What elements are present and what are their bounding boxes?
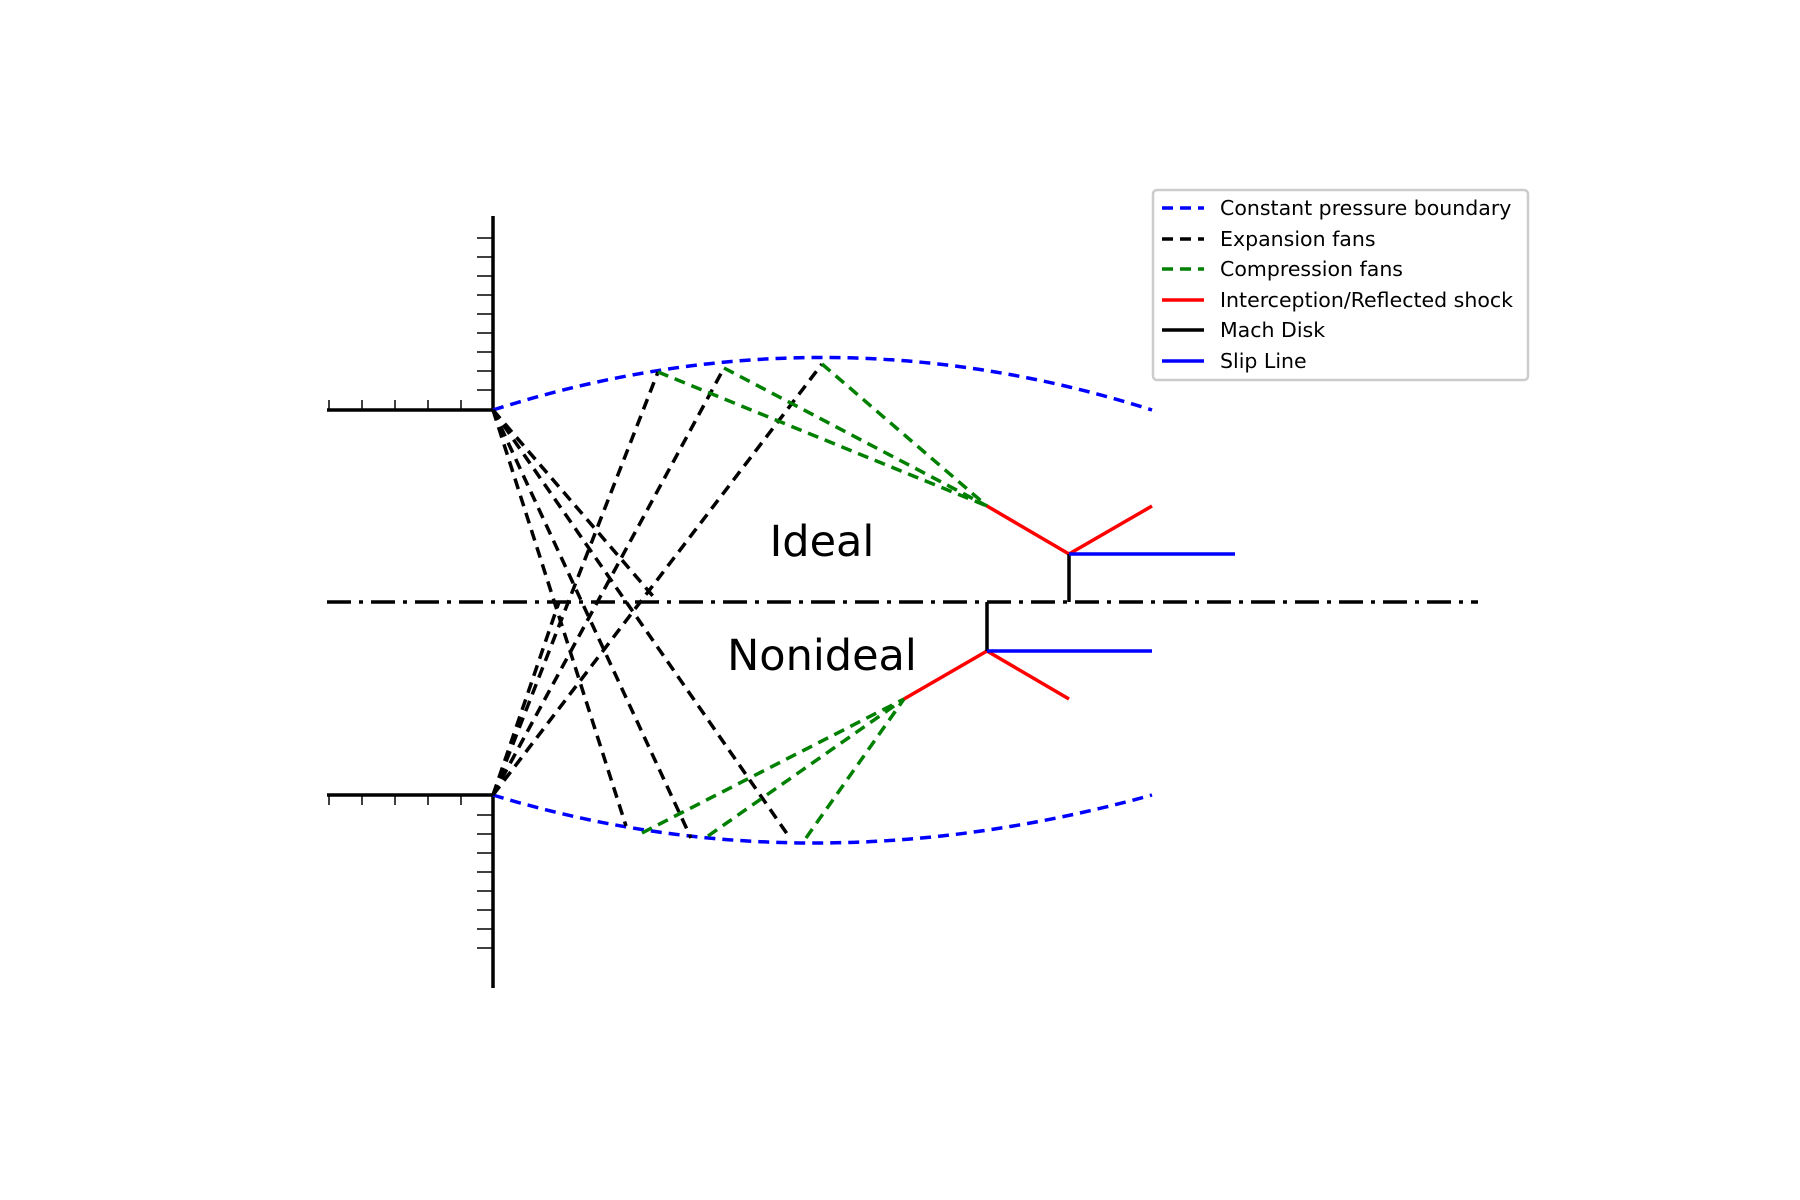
legend-label: Expansion fans <box>1220 227 1376 251</box>
compression-line <box>820 362 989 508</box>
legend: Constant pressure boundary Expansion fan… <box>1151 188 1530 382</box>
slip-lines <box>987 552 1235 653</box>
nozzle-lower <box>327 793 495 988</box>
compression-fans <box>641 362 989 840</box>
legend-label: Compression fans <box>1220 257 1403 281</box>
expansion-line <box>491 601 561 796</box>
legend-label: Slip Line <box>1220 349 1307 373</box>
mach-disks <box>985 554 1071 651</box>
reflected-shock-upper <box>1068 504 1153 556</box>
boundary-lower <box>492 793 1153 845</box>
expansion-line <box>491 371 660 796</box>
reflected-shock-lower <box>986 649 1070 701</box>
compression-line <box>641 697 905 835</box>
legend-entry: Mach Disk <box>1162 318 1325 342</box>
compression-line <box>706 697 906 838</box>
nozzle-upper <box>327 216 495 412</box>
compression-line <box>804 697 906 840</box>
expansion-line <box>491 409 628 827</box>
region-label-lower: Nonideal <box>727 631 917 681</box>
shocks <box>903 504 1153 701</box>
expansion-line <box>491 408 660 604</box>
legend-entry: Interception/Reflected shock <box>1162 288 1513 312</box>
expansion-line <box>491 362 824 797</box>
interception-shock-lower <box>903 649 988 701</box>
legend-entry: Constant pressure boundary <box>1162 196 1511 220</box>
legend-frame <box>1151 188 1530 382</box>
constant-pressure-boundaries <box>492 355 1153 845</box>
boundary-upper <box>492 355 1153 412</box>
expansion-fans <box>491 362 824 839</box>
legend-label: Mach Disk <box>1220 318 1325 342</box>
region-label-upper: Ideal <box>770 517 875 567</box>
compression-line <box>723 366 988 508</box>
legend-entry: Expansion fans <box>1162 227 1376 251</box>
expansion-line <box>491 409 792 839</box>
legend-entry: Slip Line <box>1162 349 1307 373</box>
legend-label: Constant pressure boundary <box>1220 196 1511 220</box>
expansion-line <box>491 367 726 796</box>
expansion-line <box>491 409 693 839</box>
legend-entry: Compression fans <box>1162 257 1403 281</box>
interception-shock-upper <box>986 504 1070 556</box>
legend-label: Interception/Reflected shock <box>1220 288 1513 312</box>
compression-line <box>657 370 988 508</box>
